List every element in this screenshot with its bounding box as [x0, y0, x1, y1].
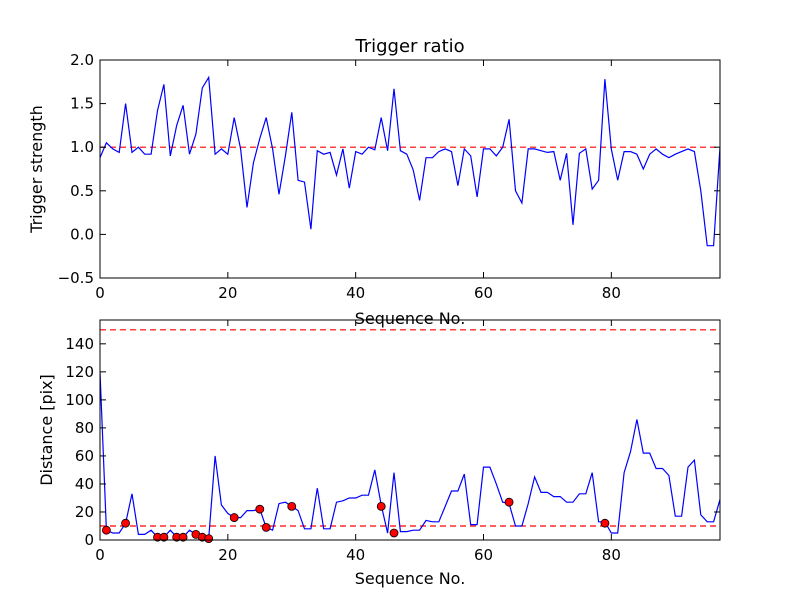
- plot-area: 0 20 40 60 80 −0.5 0.0 0.5 1.0 1.5 2.0: [58, 51, 721, 302]
- y-tick-label: 1.0: [70, 138, 94, 156]
- series-line: [100, 75, 720, 247]
- y-tick-label: 0.0: [70, 225, 94, 243]
- data-point-marker: [101, 525, 111, 535]
- y-tick-label: 80: [75, 419, 94, 437]
- data-point-marker: [287, 501, 297, 511]
- x-tick-label: 20: [218, 546, 237, 564]
- x-tick-label: 80: [602, 284, 621, 302]
- chart-title: Trigger ratio: [354, 36, 464, 57]
- y-tick-label: 140: [65, 335, 94, 353]
- axes-frame: [99, 59, 721, 279]
- x-tick-label: 40: [346, 546, 365, 564]
- data-point-marker: [255, 504, 265, 514]
- y-axis-label: Distance [pix]: [37, 374, 56, 486]
- y-tick-label: 1.5: [70, 95, 94, 113]
- trigger-ratio-panel: Trigger ratio Sequence No. Trigger stren…: [27, 36, 721, 328]
- data-point-marker: [229, 513, 239, 522]
- x-tick-label: 0: [95, 546, 105, 564]
- y-tick-label: 100: [65, 391, 94, 409]
- data-point-marker: [389, 528, 399, 538]
- data-point-marker: [504, 497, 514, 507]
- data-point-marker: [178, 532, 188, 542]
- x-tick-label: 60: [474, 284, 493, 302]
- x-axis-label: Sequence No.: [355, 569, 466, 588]
- axes-frame: [99, 319, 721, 541]
- y-tick-label: 20: [75, 503, 94, 521]
- y-axis-label: Trigger strength: [27, 105, 46, 234]
- x-tick-label: 0: [95, 284, 105, 302]
- series-line: [100, 371, 720, 540]
- data-point-marker: [159, 532, 169, 542]
- data-point-marker: [376, 501, 386, 511]
- x-tick-label: 80: [602, 546, 621, 564]
- data-point-marker: [261, 522, 271, 532]
- y-tick-label: 0.5: [70, 182, 94, 200]
- y-tick-label: 2.0: [70, 51, 94, 69]
- x-tick-label: 60: [474, 546, 493, 564]
- x-tick-label: 20: [218, 284, 237, 302]
- data-point-marker: [600, 518, 610, 528]
- y-tick-label: −0.5: [58, 269, 94, 287]
- data-point-marker: [204, 534, 214, 543]
- distance-panel: Sequence No. Distance [pix] 0 20 40 60 80 0 20…: [37, 319, 721, 588]
- plot-area: 0 20 40 60 80 0 20 40 60 80 100 120 140: [65, 319, 721, 564]
- x-tick-label: 40: [346, 284, 365, 302]
- x-axis-label: Sequence No.: [355, 309, 466, 328]
- y-tick-label: 120: [65, 363, 94, 381]
- y-tick-label: 0: [84, 531, 94, 549]
- data-point-marker: [121, 518, 130, 528]
- y-tick-label: 40: [75, 475, 94, 493]
- y-tick-label: 60: [75, 447, 94, 465]
